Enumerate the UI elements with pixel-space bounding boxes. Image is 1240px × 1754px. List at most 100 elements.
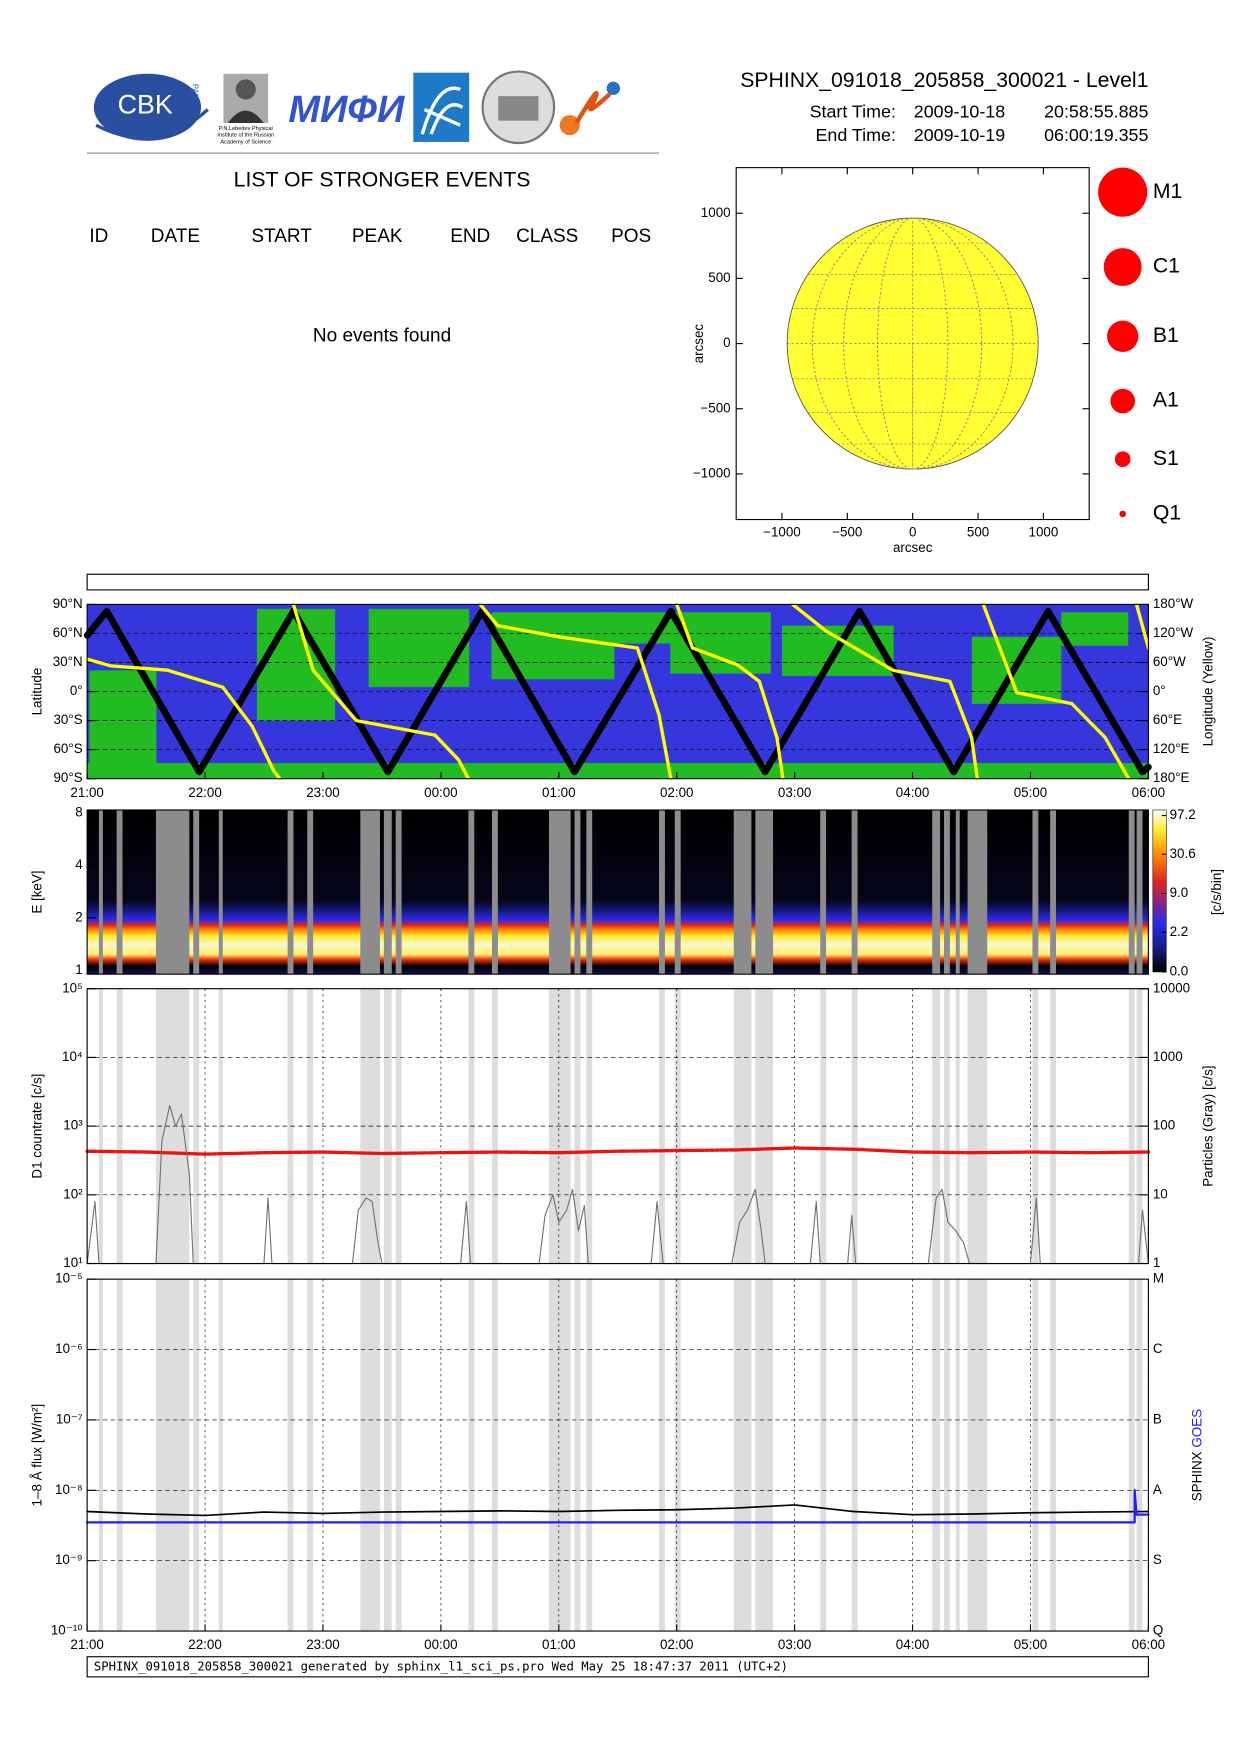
y2-tick-label: 60°W	[1153, 654, 1186, 669]
data-gap	[218, 809, 223, 975]
data-gap	[307, 809, 314, 975]
y-tick-label: 0°	[70, 683, 83, 698]
x-tick-label: 23:00	[306, 785, 340, 800]
x-tick-label: 05:00	[1014, 1637, 1048, 1652]
end-date: 2009-10-19	[914, 125, 1005, 145]
data-gap	[574, 1279, 581, 1632]
size-legend-label: C1	[1153, 255, 1180, 278]
data-gap	[1128, 809, 1135, 975]
logo-mark	[420, 86, 464, 135]
data-gap	[193, 809, 200, 975]
data-gap	[944, 988, 950, 1264]
colorbar-tick-label: 9.0	[1170, 885, 1189, 900]
legend: SPHINX GOES	[1189, 1409, 1204, 1501]
y-tick-label: 1000	[701, 205, 731, 220]
data-gap	[967, 1279, 988, 1632]
x-tick-label: 500	[967, 524, 989, 539]
colorbar-tick-label: 0.0	[1170, 964, 1189, 979]
size-legend-label: M1	[1153, 180, 1182, 203]
data-gap	[851, 809, 858, 975]
logo-dot	[559, 115, 580, 136]
y-tick-label: 500	[708, 270, 730, 285]
logo-text: P.N.Lebedev Physical	[219, 126, 273, 132]
x-tick-label: 22:00	[188, 1637, 222, 1652]
footer-box	[86, 1656, 1149, 1678]
data-gap	[395, 988, 402, 1264]
data-gap	[468, 809, 475, 975]
x-tick-label: 01:00	[542, 1637, 576, 1652]
x-tick-label: 23:00	[306, 1637, 340, 1652]
data-gap	[820, 809, 827, 975]
size-legend-label: Q1	[1153, 502, 1181, 525]
data-gap	[1128, 1279, 1135, 1632]
data-gap	[395, 809, 402, 975]
data-gap	[395, 1279, 402, 1632]
y-tick-label: 90°N	[53, 596, 83, 611]
data-gap	[360, 1279, 380, 1632]
y-tick-label: 4	[75, 857, 83, 872]
data-gap	[155, 1279, 190, 1632]
x-axis-label: arcsec	[893, 540, 933, 555]
y2-tick-label: 10000	[1153, 980, 1190, 995]
data-gap	[967, 988, 988, 1264]
data-gap	[733, 809, 752, 975]
map-zone	[368, 608, 470, 688]
data-gap	[1136, 1279, 1143, 1632]
data-gap	[944, 809, 950, 975]
data-gap	[1032, 1279, 1039, 1632]
series-line	[85, 1146, 1151, 1156]
y2-tick-label: 60°E	[1153, 712, 1182, 727]
size-legend-label: A1	[1153, 389, 1179, 412]
x-tick-label: 04:00	[896, 785, 930, 800]
spectrogram	[87, 809, 1149, 975]
y-tick-label: −1000	[693, 465, 731, 480]
start-time: 20:58:55.885	[1044, 102, 1148, 122]
y-tick-label: 30°N	[53, 654, 83, 669]
y-axis-label: E [keV]	[30, 870, 45, 913]
data-gap	[820, 1279, 827, 1632]
y-tick-label: 10⁻⁷	[56, 1411, 83, 1426]
y-tick-label: 1	[75, 962, 82, 977]
data-gap	[674, 809, 681, 975]
data-gap	[851, 1279, 858, 1632]
y-tick-label: 90°S	[53, 770, 82, 785]
y2-axis-label: Longitude (Yellow)	[1200, 637, 1215, 747]
y-tick-label: 60°S	[53, 741, 82, 756]
data-gap	[932, 988, 941, 1264]
y-tick-label: 10⁴	[62, 1049, 83, 1064]
data-gap	[955, 809, 960, 975]
x-tick-label: 03:00	[778, 785, 812, 800]
series-line	[86, 1504, 1150, 1517]
y-tick-label: 8	[75, 804, 82, 819]
data-gap	[733, 1279, 752, 1632]
colorbar-label: [c/s/bin]	[1209, 869, 1224, 915]
y-tick-label: 30°S	[53, 712, 82, 727]
series-line	[86, 1104, 1149, 1265]
colorbar-tick-label: 30.6	[1170, 846, 1196, 861]
logo-text: МИФИ	[288, 89, 405, 131]
y-tick-label: 2	[75, 909, 82, 924]
y-tick-label: 10²	[63, 1186, 83, 1201]
data-gap	[155, 809, 190, 975]
events-message: No events found	[313, 325, 451, 346]
y-tick-label: 10⁻⁹	[55, 1552, 83, 1567]
logo-text: PAN	[190, 84, 199, 99]
colorbar	[1152, 809, 1167, 973]
data-gap	[659, 809, 665, 975]
map-zone	[1061, 612, 1129, 646]
data-gap	[755, 1279, 774, 1632]
class-label: S	[1153, 1552, 1162, 1567]
data-gap	[287, 809, 294, 975]
y-axis-label: D1 countrate [c/s]	[30, 1074, 45, 1179]
data-gap	[1128, 988, 1135, 1264]
data-gap	[574, 809, 581, 975]
x-tick-label: 0	[909, 524, 916, 539]
y-tick-label: 10⁻⁸	[55, 1482, 83, 1497]
data-gap	[659, 1279, 665, 1632]
data-gap	[491, 809, 498, 975]
events-column: DATE	[151, 226, 200, 247]
events-column: POS	[611, 226, 651, 247]
data-gap	[932, 809, 941, 975]
data-gap	[193, 1279, 200, 1632]
x-tick-label: 22:00	[188, 785, 222, 800]
